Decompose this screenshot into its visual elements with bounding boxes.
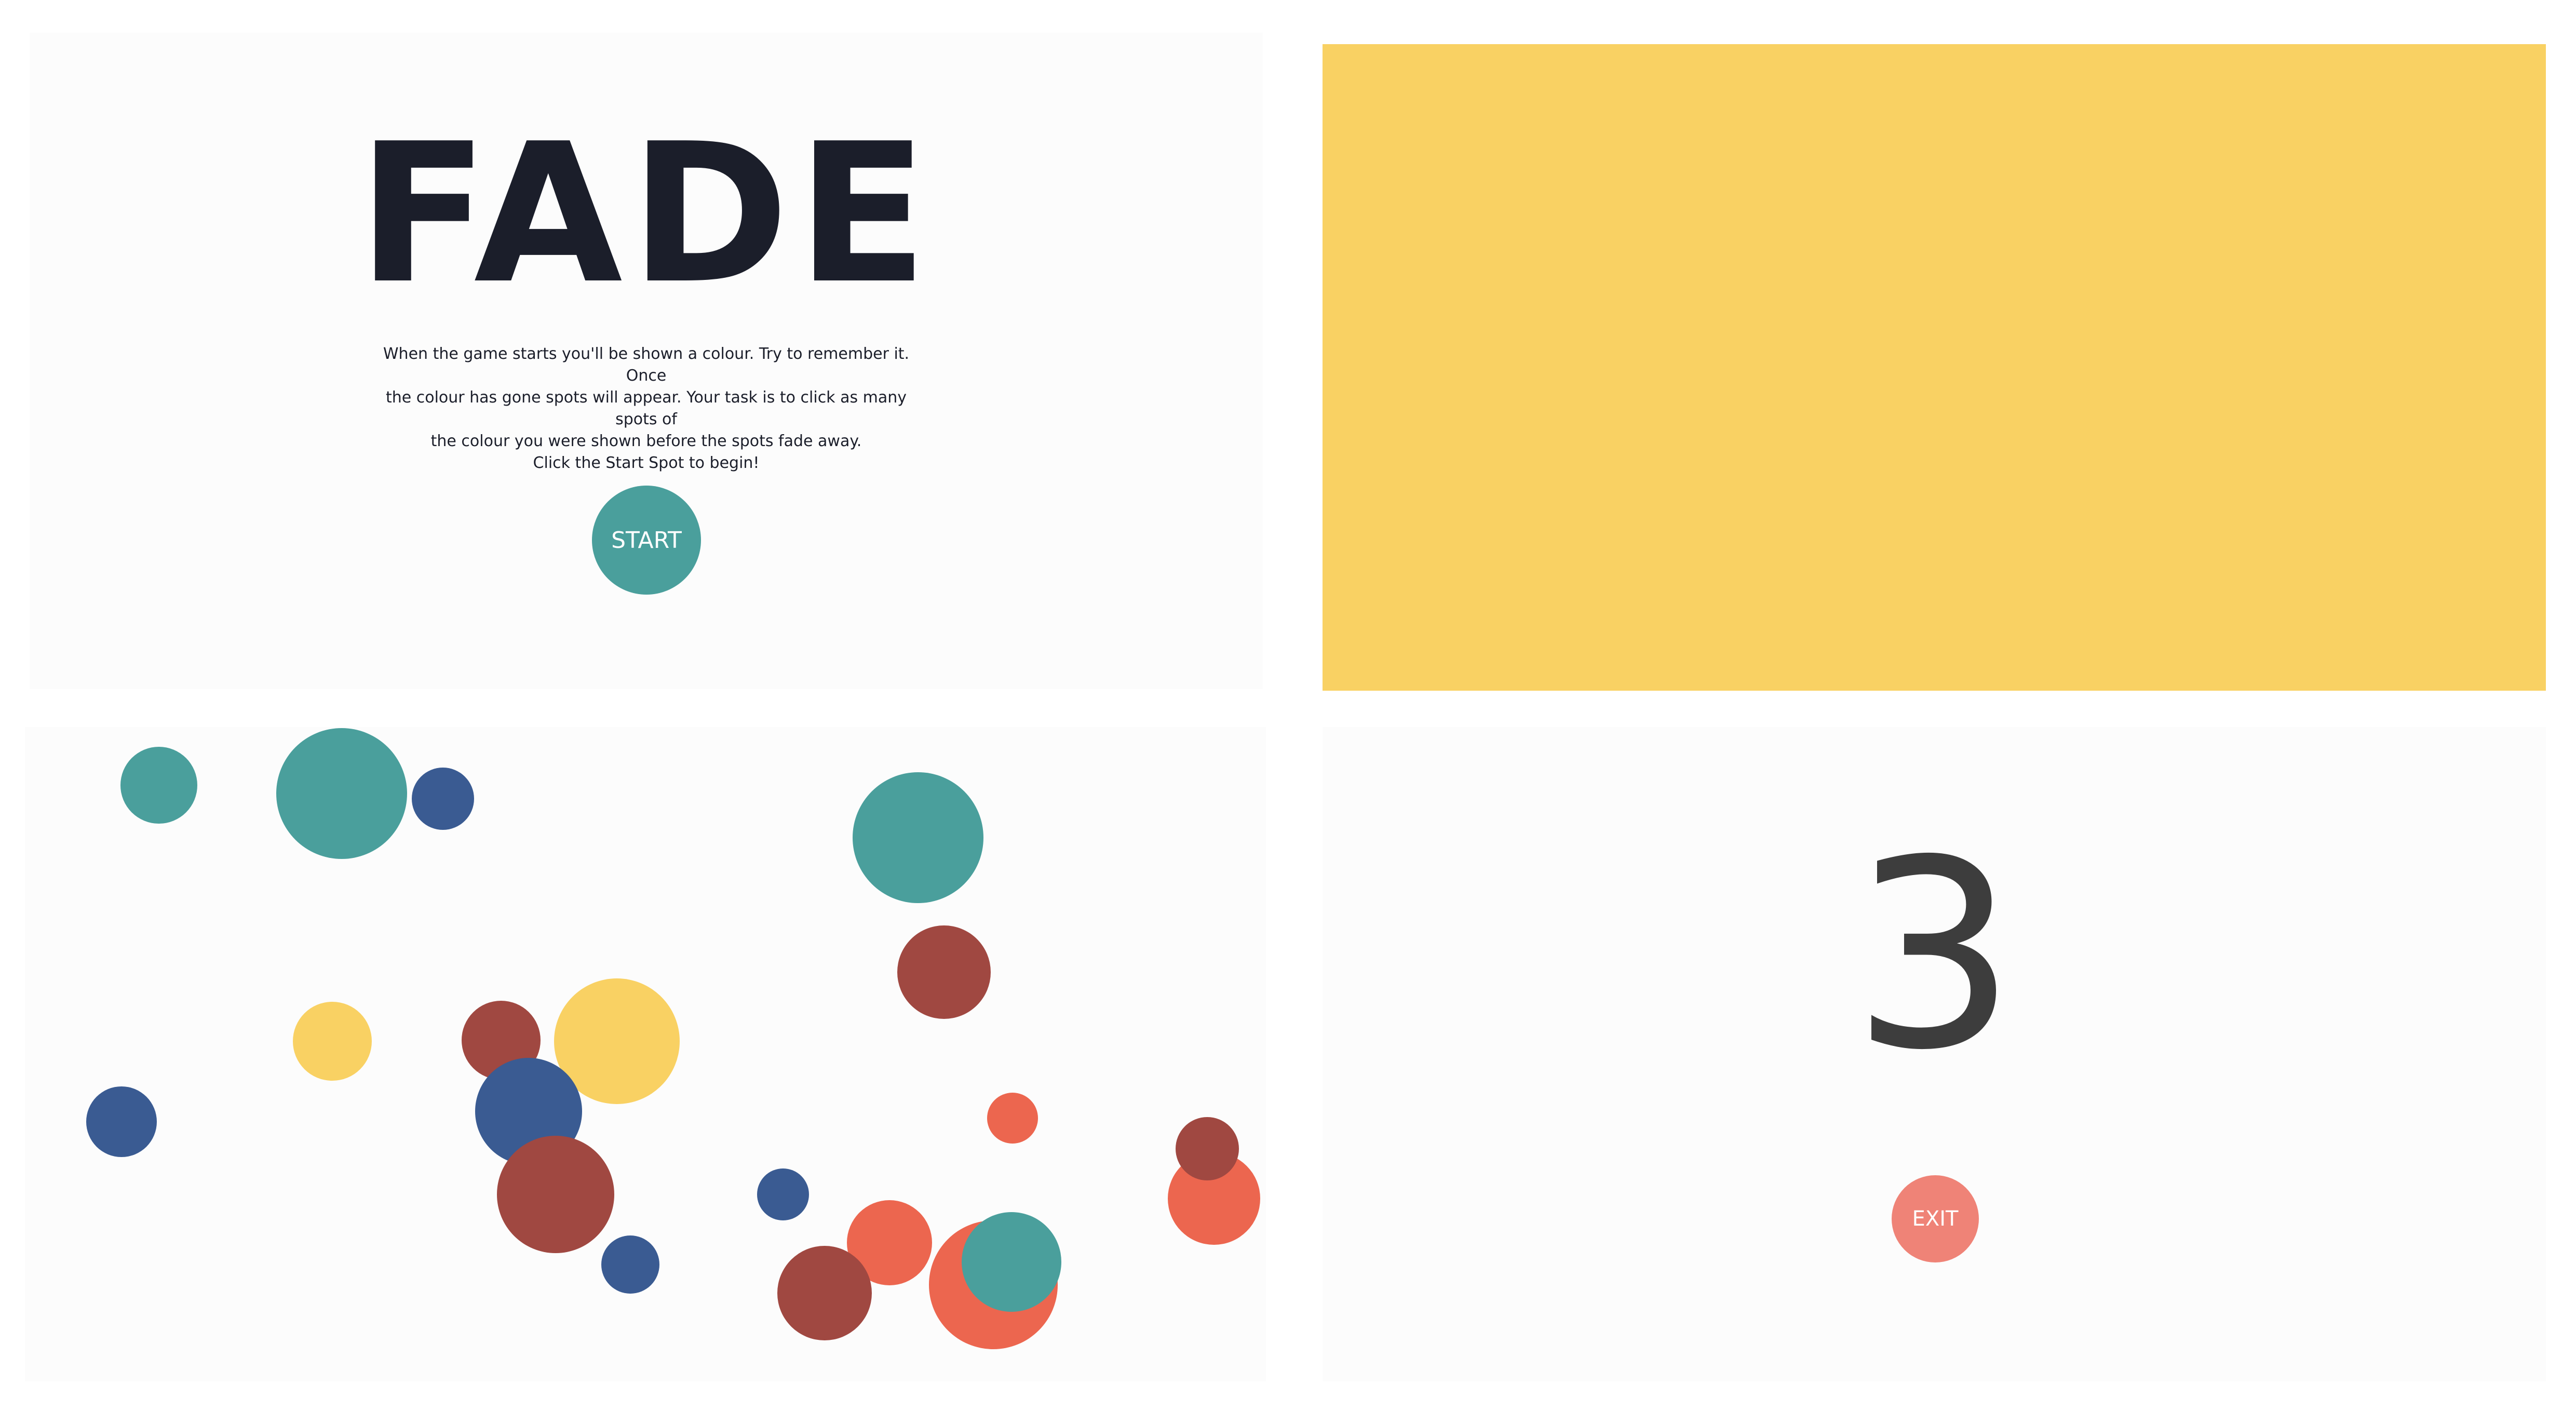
instructions-line: Click the Start Spot to begin! bbox=[533, 454, 760, 472]
brown-spot[interactable] bbox=[897, 925, 991, 1019]
spots-canvas bbox=[86, 728, 1260, 1349]
brown-spot[interactable] bbox=[777, 1246, 872, 1340]
countdown-screen: 3 EXIT bbox=[1323, 727, 2546, 1381]
teal-spot[interactable] bbox=[120, 747, 197, 824]
teal-spot[interactable] bbox=[276, 728, 407, 859]
game-title: FADE bbox=[357, 103, 935, 326]
teal-spot[interactable] bbox=[853, 772, 983, 903]
teal-spot[interactable] bbox=[962, 1212, 1061, 1312]
brown-spot[interactable] bbox=[497, 1136, 614, 1253]
coral-spot[interactable] bbox=[847, 1200, 932, 1285]
navy-spot[interactable] bbox=[412, 768, 474, 830]
instructions-line: the colour has gone spots will appear. Y… bbox=[385, 388, 907, 428]
yellow-spot[interactable] bbox=[554, 978, 680, 1104]
navy-spot[interactable] bbox=[757, 1168, 809, 1220]
navy-spot[interactable] bbox=[86, 1086, 157, 1157]
instructions-line: When the game starts you'll be shown a c… bbox=[383, 345, 910, 385]
brown-spot[interactable] bbox=[1176, 1117, 1239, 1180]
yellow-spot[interactable] bbox=[293, 1002, 372, 1081]
instructions-line: the colour you were shown before the spo… bbox=[430, 432, 862, 450]
spots-playfield bbox=[25, 727, 1266, 1381]
exit-spot-button[interactable]: EXIT bbox=[1892, 1175, 1979, 1262]
intro-screen: FADE When the game starts you'll be show… bbox=[30, 33, 1263, 689]
navy-spot[interactable] bbox=[601, 1235, 659, 1294]
target-colour-screen bbox=[1323, 44, 2546, 691]
countdown-number: 3 bbox=[1851, 804, 2017, 1107]
coral-spot[interactable] bbox=[987, 1093, 1038, 1144]
instructions-text: When the game starts you'll be shown a c… bbox=[367, 343, 925, 474]
start-spot-button[interactable]: START bbox=[592, 486, 701, 595]
